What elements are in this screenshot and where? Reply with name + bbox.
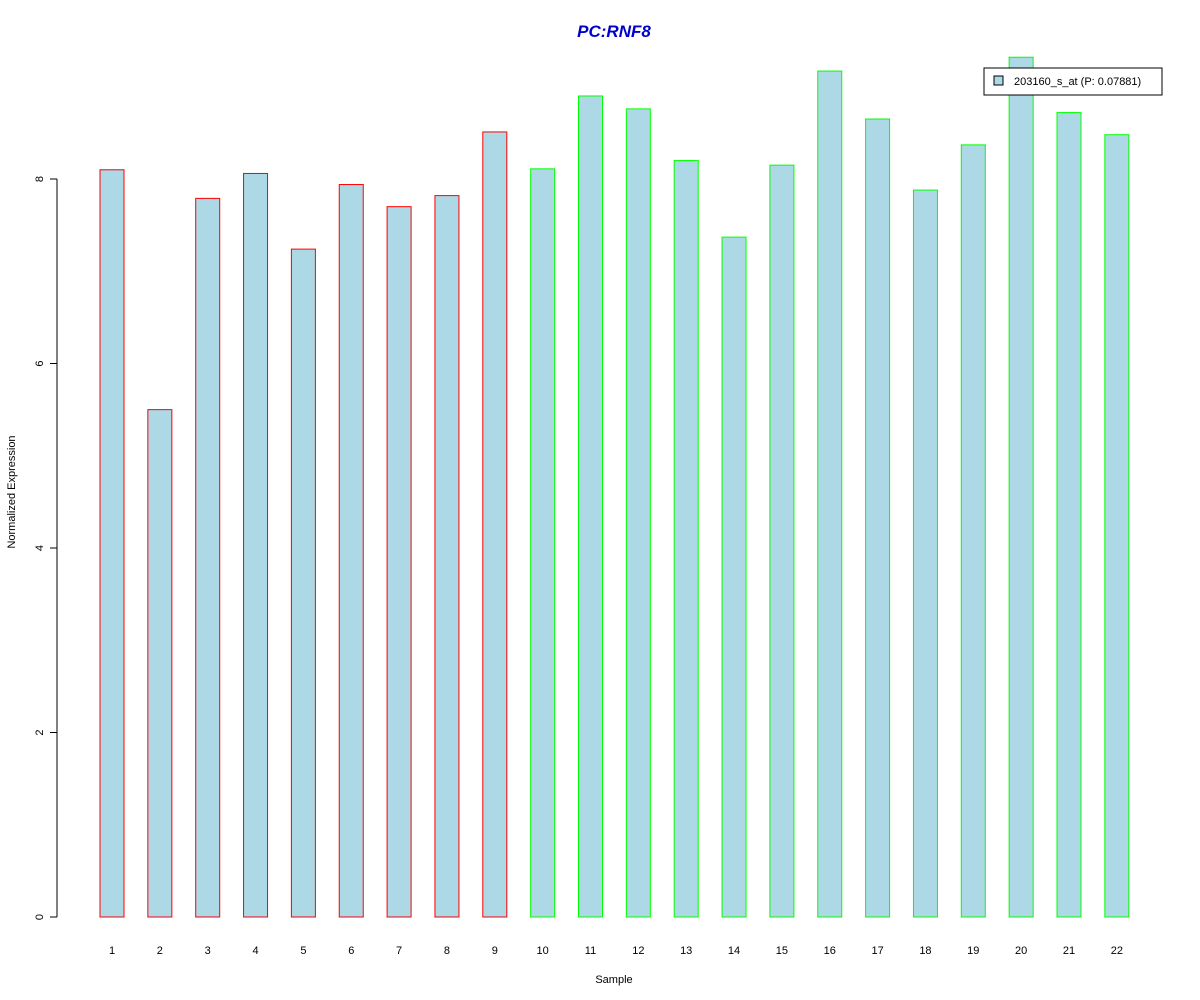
x-tick-label: 1 <box>109 945 115 957</box>
x-tick-label: 13 <box>680 945 692 957</box>
legend-swatch <box>993 75 1004 86</box>
x-tick-label: 10 <box>537 945 549 957</box>
bar <box>578 95 603 918</box>
bar <box>769 164 795 918</box>
bar <box>530 168 556 918</box>
bar <box>482 131 508 918</box>
x-tick-label: 7 <box>396 945 402 957</box>
x-tick-label: 19 <box>967 945 979 957</box>
bar <box>817 70 843 918</box>
y-tick-label: 4 <box>34 545 46 551</box>
bar <box>673 160 699 918</box>
bar <box>195 197 221 918</box>
chart-title: PC:RNF8 <box>577 22 651 41</box>
bar <box>1104 134 1130 918</box>
bar <box>912 189 938 918</box>
bar <box>865 118 891 918</box>
x-tick-label: 8 <box>444 945 450 957</box>
legend: 203160_s_at (P: 0.07881) <box>983 67 1163 96</box>
bar <box>147 409 173 918</box>
legend-label: 203160_s_at (P: 0.07881) <box>1014 76 1141 88</box>
bar <box>960 144 986 918</box>
bar <box>1056 112 1082 918</box>
bar <box>434 195 460 918</box>
x-tick-label: 18 <box>919 945 931 957</box>
bar <box>99 169 125 918</box>
x-tick-label: 14 <box>728 945 740 957</box>
x-tick-label: 9 <box>492 945 498 957</box>
bar <box>290 248 316 918</box>
legend-box <box>983 67 1163 96</box>
bar <box>338 184 364 918</box>
bars <box>99 56 1130 918</box>
y-tick-label: 2 <box>34 729 46 735</box>
x-tick-labels: 1 2 3 4 5 6 7 8 9 10 11 12 13 14 15 16 17 18 19 20 21 22 <box>109 945 1123 957</box>
x-tick-label: 6 <box>348 945 354 957</box>
y-tick-label: 6 <box>34 360 46 366</box>
bar <box>721 236 747 918</box>
x-tick-label: 20 <box>1015 945 1027 957</box>
x-tick-label: 4 <box>252 945 258 957</box>
x-tick-label: 21 <box>1063 945 1075 957</box>
x-tick-label: 2 <box>157 945 163 957</box>
bar <box>625 108 651 918</box>
y-axis-label: Normalized Expression <box>6 435 18 548</box>
x-tick-label: 12 <box>632 945 644 957</box>
y-tick-label: 8 <box>34 176 46 182</box>
x-tick-label: 22 <box>1111 945 1123 957</box>
y-tick-label: 0 <box>34 914 46 920</box>
x-tick-label: 11 <box>585 945 596 957</box>
bar <box>243 172 269 918</box>
x-tick-label: 15 <box>776 945 788 957</box>
bar <box>1008 56 1034 918</box>
bar <box>386 206 412 918</box>
x-tick-label: 17 <box>871 945 883 957</box>
x-tick-label: 5 <box>300 945 306 957</box>
x-tick-label: 16 <box>824 945 836 957</box>
x-axis-label: Sample <box>595 974 632 986</box>
x-tick-label: 3 <box>205 945 211 957</box>
y-axis: 0 2 4 6 8 <box>34 176 58 920</box>
